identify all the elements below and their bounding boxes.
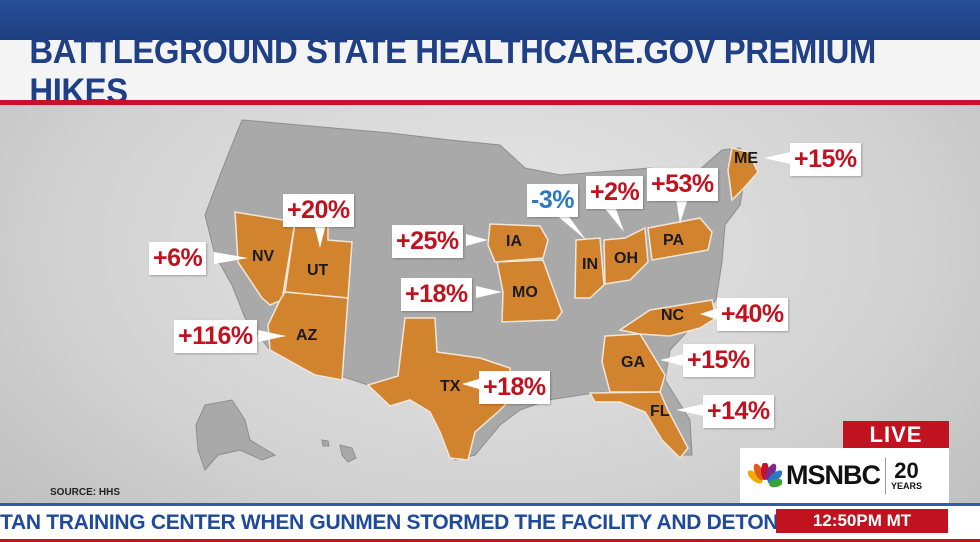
pointer-ME bbox=[764, 152, 790, 164]
label-GA: +15% bbox=[683, 344, 754, 377]
pointer-OH bbox=[603, 206, 624, 232]
state-IA bbox=[487, 223, 549, 263]
abbr-IN: IN bbox=[582, 256, 598, 273]
ticker-text: TAN TRAINING CENTER WHEN GUNMEN STORMED … bbox=[0, 511, 779, 534]
abbr-TX: TX bbox=[440, 378, 461, 395]
abbr-IA: IA bbox=[506, 233, 522, 250]
state-PA bbox=[647, 217, 713, 261]
pointer-AZ bbox=[258, 330, 286, 342]
abbr-NC: NC bbox=[661, 307, 685, 324]
pointer-PA bbox=[676, 198, 688, 224]
label-IA: +25% bbox=[392, 225, 463, 258]
label-NV: +6% bbox=[149, 242, 207, 275]
label-PA: +53% bbox=[647, 168, 718, 201]
state-IN bbox=[574, 237, 605, 299]
label-NC: +40% bbox=[717, 298, 788, 331]
bottom-strip bbox=[0, 539, 980, 542]
abbr-PA: PA bbox=[663, 232, 685, 249]
label-pointers bbox=[214, 152, 790, 416]
top-band bbox=[0, 0, 980, 40]
network-logo: MSNBC 20 YEARS bbox=[740, 448, 949, 503]
abbr-FL: FL bbox=[650, 403, 670, 420]
state-NC bbox=[618, 299, 717, 337]
label-UT: +20% bbox=[283, 194, 354, 227]
ticker-time: 12:50PM MT bbox=[776, 509, 948, 533]
label-ME: +15% bbox=[790, 143, 861, 176]
label-MO: +18% bbox=[401, 278, 472, 311]
state-TX bbox=[366, 317, 513, 461]
pointer-MO bbox=[476, 286, 502, 298]
abbr-ME: ME bbox=[734, 150, 758, 167]
hawaii-2 bbox=[321, 439, 330, 447]
state-MO bbox=[496, 259, 563, 323]
state-FL bbox=[588, 391, 689, 460]
peacock-icon bbox=[748, 462, 782, 487]
pointer-IN bbox=[555, 214, 586, 240]
abbr-AZ: AZ bbox=[296, 327, 318, 344]
pointer-UT bbox=[314, 224, 326, 248]
pointer-GA bbox=[660, 354, 684, 366]
pointer-IA bbox=[466, 234, 488, 246]
state-OH bbox=[603, 226, 649, 285]
label-IN: -3% bbox=[527, 184, 578, 217]
pointer-NC bbox=[700, 308, 718, 320]
source-note: SOURCE: HHS bbox=[50, 487, 121, 498]
live-badge: LIVE bbox=[843, 421, 949, 448]
abbr-OH: OH bbox=[614, 250, 638, 267]
title-underline bbox=[0, 100, 980, 105]
label-AZ: +116% bbox=[174, 320, 257, 353]
label-TX: +18% bbox=[479, 371, 550, 404]
anniversary-badge: 20 YEARS bbox=[891, 460, 922, 491]
abbr-GA: GA bbox=[621, 354, 645, 371]
news-ticker: TAN TRAINING CENTER WHEN GUNMEN STORMED … bbox=[0, 503, 980, 542]
label-FL: +14% bbox=[703, 395, 774, 428]
logo-separator bbox=[885, 457, 886, 494]
state-ME bbox=[727, 147, 759, 202]
anniversary-word: YEARS bbox=[891, 481, 923, 491]
abbr-MO: MO bbox=[512, 284, 538, 301]
pointer-NV bbox=[214, 252, 248, 264]
anniversary-number: 20 bbox=[894, 458, 919, 483]
label-OH: +2% bbox=[586, 176, 644, 209]
alaska bbox=[195, 399, 277, 471]
network-name: MSNBC bbox=[786, 460, 881, 490]
abbr-NV: NV bbox=[252, 248, 275, 265]
pointer-FL bbox=[676, 404, 704, 416]
abbr-UT: UT bbox=[307, 262, 329, 279]
state-AZ bbox=[267, 291, 349, 381]
hawaii bbox=[339, 444, 357, 463]
pointer-TX bbox=[462, 378, 482, 390]
